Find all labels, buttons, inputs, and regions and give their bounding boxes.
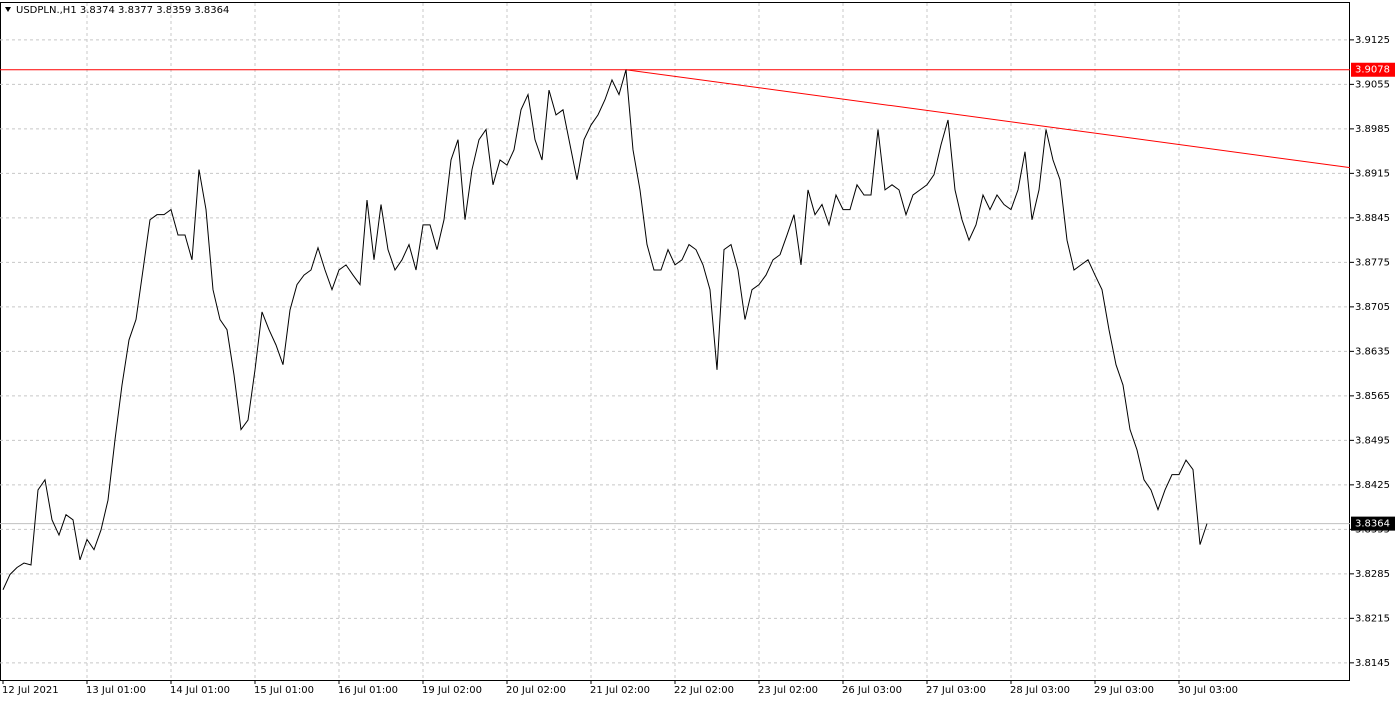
x-tick-label: 28 Jul 03:00 [1010, 685, 1070, 696]
level-tag-label: 3.9078 [1355, 65, 1390, 76]
y-tick-label: 3.8215 [1355, 613, 1390, 624]
price-tag-label: 3.8364 [1355, 519, 1390, 530]
x-tick-label: 16 Jul 01:00 [338, 685, 398, 696]
y-tick-label: 3.8635 [1355, 346, 1390, 357]
y-tick-label: 3.9055 [1355, 79, 1390, 90]
y-tick-label: 3.8915 [1355, 168, 1390, 179]
x-tick-label: 19 Jul 02:00 [422, 685, 482, 696]
x-tick-label: 29 Jul 03:00 [1094, 685, 1154, 696]
x-tick-label: 13 Jul 01:00 [86, 685, 146, 696]
chart-title: USDPLN.,H1 3.8374 3.8377 3.8359 3.8364 [16, 5, 229, 16]
price-line [2, 69, 1208, 590]
y-tick-label: 3.8705 [1355, 302, 1390, 313]
y-tick-label: 3.8285 [1355, 569, 1390, 580]
x-tick-label: 23 Jul 02:00 [758, 685, 818, 696]
symbol-arrow [5, 7, 11, 12]
x-tick-label: 27 Jul 03:00 [926, 685, 986, 696]
y-tick-label: 3.8425 [1355, 480, 1390, 491]
x-tick-label: 26 Jul 03:00 [842, 685, 902, 696]
y-tick-label: 3.8495 [1355, 435, 1390, 446]
y-tick-label: 3.8775 [1355, 257, 1390, 268]
y-tick-label: 3.8565 [1355, 391, 1390, 402]
x-tick-label: 21 Jul 02:00 [590, 685, 650, 696]
y-tick-label: 3.9125 [1355, 35, 1390, 46]
x-tick-label: 15 Jul 01:00 [254, 685, 314, 696]
level-tag [1351, 62, 1395, 77]
y-tick-label: 3.8985 [1355, 124, 1390, 135]
x-tick-label: 14 Jul 01:00 [170, 685, 230, 696]
y-tick-label: 3.8845 [1355, 213, 1390, 224]
x-tick-label: 30 Jul 03:00 [1178, 685, 1238, 696]
x-tick-label: 20 Jul 02:00 [506, 685, 566, 696]
price-tag [1351, 516, 1395, 531]
x-tick-label: 12 Jul 2021 [2, 685, 59, 696]
trendline [625, 69, 1351, 169]
x-tick-label: 22 Jul 02:00 [674, 685, 734, 696]
y-tick-label: 3.8145 [1355, 658, 1390, 669]
